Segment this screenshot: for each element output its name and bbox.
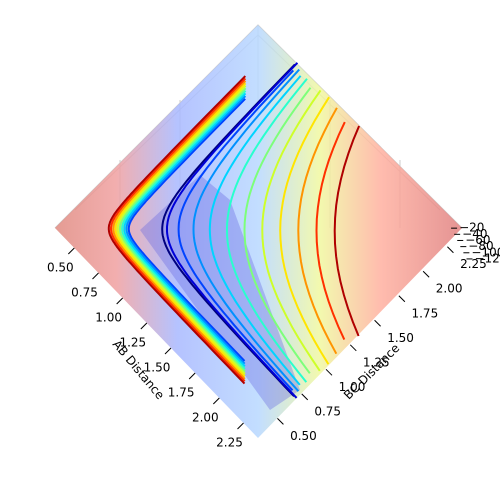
y-tick	[398, 295, 406, 303]
contour-line	[112, 80, 338, 380]
y-tick-label: 1.50	[387, 331, 414, 345]
y-tick-label: 0.75	[314, 404, 341, 418]
y-tick	[325, 368, 333, 376]
x-tick	[164, 347, 172, 355]
contour-line	[118, 87, 312, 374]
y-tick-label: 1.00	[339, 380, 366, 394]
x-tick	[92, 272, 99, 280]
surface	[55, 25, 462, 438]
x-tick-label: 1.50	[144, 361, 171, 375]
z-tick-label: −100	[471, 245, 500, 259]
x-tick-label: 2.25	[216, 436, 243, 450]
x-tick	[188, 372, 196, 380]
x-tick-label: 2.00	[192, 411, 219, 425]
x-tick-label: 1.75	[168, 386, 195, 400]
y-tick-label: 0.50	[290, 429, 317, 443]
y-tick	[349, 344, 357, 352]
z-tick-label: −40	[462, 227, 487, 241]
contour-line	[110, 77, 346, 382]
z-tick-label: −60	[465, 233, 490, 247]
x-tick-label: 1.25	[119, 336, 146, 350]
contour-line	[127, 69, 295, 391]
contour-line	[166, 62, 299, 399]
contour-line	[114, 82, 330, 378]
marks: 0.50 0.75 1.00 1.25 1.50 1.75 2.00 2.25 0.50 0.75…	[47, 62, 500, 450]
y-tick	[447, 246, 454, 254]
contour-line	[116, 85, 322, 375]
y-tick-label: 1.25	[363, 355, 390, 369]
x-tick-label: 1.00	[95, 311, 122, 325]
x-tick	[67, 247, 75, 255]
y-tick	[374, 319, 381, 327]
x-tick-label: 0.50	[47, 261, 74, 275]
x-tick	[237, 422, 244, 430]
x-tick	[116, 297, 124, 305]
contour-line	[123, 75, 302, 386]
y-tick-label: 1.75	[411, 306, 438, 320]
x-tick	[140, 322, 148, 330]
z-tick-label: −20	[459, 221, 484, 235]
y-tick	[422, 270, 430, 278]
y-tick-label: 2.00	[436, 282, 463, 296]
y-tick-label: 2.25	[460, 257, 487, 271]
contour-line	[107, 75, 361, 385]
valley	[140, 175, 300, 410]
contour-line	[161, 63, 296, 397]
contour-line	[121, 78, 308, 383]
y-tick	[277, 418, 284, 425]
x-tick-label: 0.75	[71, 286, 98, 300]
z-tick-label: −120	[474, 251, 500, 265]
z-tick-label: −80	[468, 239, 493, 253]
x-tick	[212, 397, 220, 405]
y-tick	[301, 393, 309, 401]
contour-line	[125, 68, 300, 392]
